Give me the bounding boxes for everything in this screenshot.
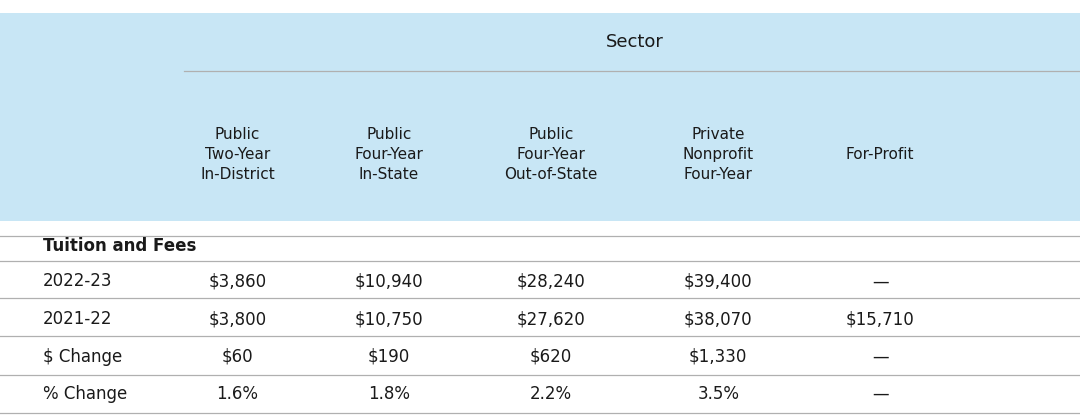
Text: $10,750: $10,750	[354, 310, 423, 328]
Text: Tuition and Fees: Tuition and Fees	[43, 237, 197, 255]
Text: $620: $620	[529, 347, 572, 366]
Text: $39,400: $39,400	[684, 272, 753, 291]
Text: Sector: Sector	[606, 33, 663, 51]
Text: 3.5%: 3.5%	[698, 385, 739, 403]
Text: $3,860: $3,860	[208, 272, 267, 291]
Text: $3,800: $3,800	[208, 310, 267, 328]
Text: For-Profit: For-Profit	[846, 147, 915, 162]
Text: 2.2%: 2.2%	[529, 385, 572, 403]
Text: $190: $190	[367, 347, 410, 366]
Text: Public
Four-Year
In-State: Public Four-Year In-State	[354, 127, 423, 181]
Text: $ Change: $ Change	[43, 347, 122, 366]
Text: % Change: % Change	[43, 385, 127, 403]
Text: $10,940: $10,940	[354, 272, 423, 291]
Text: $1,330: $1,330	[689, 347, 747, 366]
Text: Private
Nonprofit
Four-Year: Private Nonprofit Four-Year	[683, 127, 754, 181]
Text: Public
Two-Year
In-District: Public Two-Year In-District	[200, 127, 275, 181]
Text: 2022-23: 2022-23	[43, 272, 112, 291]
Text: $27,620: $27,620	[516, 310, 585, 328]
Text: 1.8%: 1.8%	[368, 385, 409, 403]
Text: $60: $60	[221, 347, 254, 366]
Text: $38,070: $38,070	[684, 310, 753, 328]
Text: 2021-22: 2021-22	[43, 310, 112, 328]
Text: 1.6%: 1.6%	[217, 385, 258, 403]
Text: $15,710: $15,710	[846, 310, 915, 328]
Text: $28,240: $28,240	[516, 272, 585, 291]
Text: Public
Four-Year
Out-of-State: Public Four-Year Out-of-State	[504, 127, 597, 181]
Text: —: —	[872, 347, 889, 366]
Text: —: —	[872, 272, 889, 291]
Text: —: —	[872, 385, 889, 403]
